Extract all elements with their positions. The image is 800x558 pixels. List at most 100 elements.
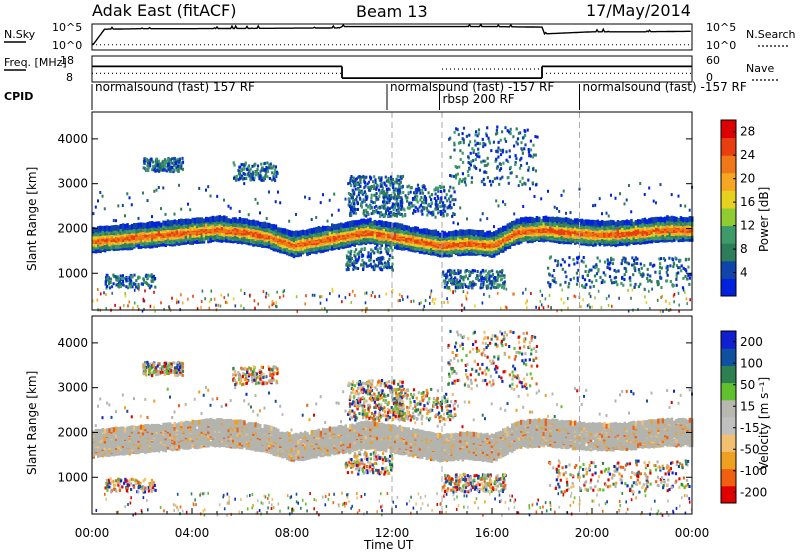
band-spread-pixel (97, 199, 99, 202)
scatter-pixel (146, 158, 148, 161)
band-pixel (513, 221, 516, 226)
band-pixel (617, 220, 620, 225)
band-pixel (527, 217, 530, 222)
near-range-pixel (211, 290, 213, 293)
band-spread-pixel (309, 197, 311, 200)
band-pixel (592, 220, 595, 225)
near-range-pixel (176, 299, 178, 302)
near-range-pixel (525, 302, 527, 305)
scatter-pixel (390, 176, 392, 179)
scatter-pixel (158, 170, 160, 173)
band-pixel (660, 217, 663, 222)
near-range-pixel (379, 295, 381, 298)
near-range-pixel (541, 294, 543, 297)
near-range-pixel (266, 292, 268, 295)
band-spread-pixel (228, 205, 230, 208)
near-range-pixel (674, 293, 676, 296)
scatter-pixel (249, 178, 251, 181)
near-range-pixel (540, 290, 542, 293)
scatter-pixel (275, 175, 277, 178)
band-pixel (615, 222, 618, 227)
near-range-pixel (548, 305, 550, 308)
band-spread-pixel (333, 193, 335, 196)
near-range-pixel (235, 304, 237, 307)
scatter-pixel (252, 177, 254, 180)
band-pixel (471, 229, 474, 234)
band-pixel (232, 217, 235, 222)
scatter-pixel (359, 198, 361, 201)
band-pixel (302, 230, 305, 235)
near-range-pixel (273, 302, 275, 305)
near-range-pixel (354, 294, 356, 297)
band-spread-pixel (556, 207, 558, 210)
near-range-pixel (419, 302, 421, 305)
band-spread-pixel (522, 205, 524, 208)
band-pixel (682, 217, 685, 222)
band-pixel (498, 228, 501, 233)
scatter-pixel (170, 161, 172, 164)
near-range-pixel (632, 289, 634, 292)
scatter-pixel (164, 168, 166, 171)
band-spread-pixel (410, 191, 412, 194)
band-pixel (288, 230, 291, 235)
band-pixel (662, 217, 665, 222)
near-range-pixel (341, 300, 343, 303)
scatter-pixel (241, 177, 243, 180)
near-range-pixel (97, 288, 99, 291)
band-spread-pixel (117, 204, 119, 207)
band-pixel (320, 227, 323, 232)
band-pixel (275, 225, 278, 230)
scatter-pixel (397, 175, 399, 178)
band-pixel (216, 216, 219, 221)
near-range-pixel (312, 294, 314, 297)
scatter-pixel (248, 172, 250, 175)
band-spread-pixel (115, 219, 117, 222)
band-pixel (187, 219, 190, 224)
near-range-pixel (407, 296, 409, 299)
near-range-pixel (209, 307, 211, 310)
near-range-pixel (129, 301, 131, 304)
band-pixel (437, 231, 440, 236)
near-range-pixel (372, 291, 374, 294)
band-spread-pixel (495, 199, 497, 202)
band-pixel (621, 220, 624, 225)
band-spread-pixel (630, 210, 632, 213)
band-spread-pixel (147, 199, 149, 202)
band-pixel (648, 218, 651, 223)
near-range-pixel (446, 297, 448, 300)
band-spread-pixel (277, 191, 279, 194)
near-range-pixel (345, 296, 347, 299)
near-range-pixel (589, 306, 591, 309)
band-pixel (419, 229, 422, 234)
scatter-pixel (159, 163, 161, 166)
near-range-pixel (178, 301, 180, 304)
band-pixel (457, 238, 460, 243)
band-spread-pixel (248, 213, 250, 216)
nave-right-tick-top: 60 (706, 54, 720, 67)
near-range-pixel (567, 307, 569, 310)
freq-left-tick-bottom: 8 (66, 71, 73, 84)
band-pixel (561, 218, 564, 223)
scatter-pixel (389, 207, 391, 210)
band-pixel (669, 232, 672, 237)
band-pixel (239, 217, 242, 222)
scatter-pixel (393, 208, 395, 211)
band-pixel (358, 220, 361, 225)
band-pixel (176, 220, 179, 225)
band-pixel (264, 222, 267, 227)
band-pixel (304, 230, 307, 235)
near-range-pixel (644, 295, 646, 298)
band-pixel (606, 221, 609, 226)
band-pixel (241, 218, 244, 223)
scatter-pixel (167, 163, 169, 166)
band-pixel (678, 218, 681, 223)
band-pixel (459, 229, 462, 234)
near-range-pixel (535, 306, 537, 309)
near-range-pixel (423, 305, 425, 308)
scatter-pixel (266, 175, 268, 178)
band-pixel (628, 220, 631, 225)
near-range-pixel (220, 305, 222, 308)
band-pixel (509, 222, 512, 227)
band-spread-pixel (99, 191, 101, 194)
